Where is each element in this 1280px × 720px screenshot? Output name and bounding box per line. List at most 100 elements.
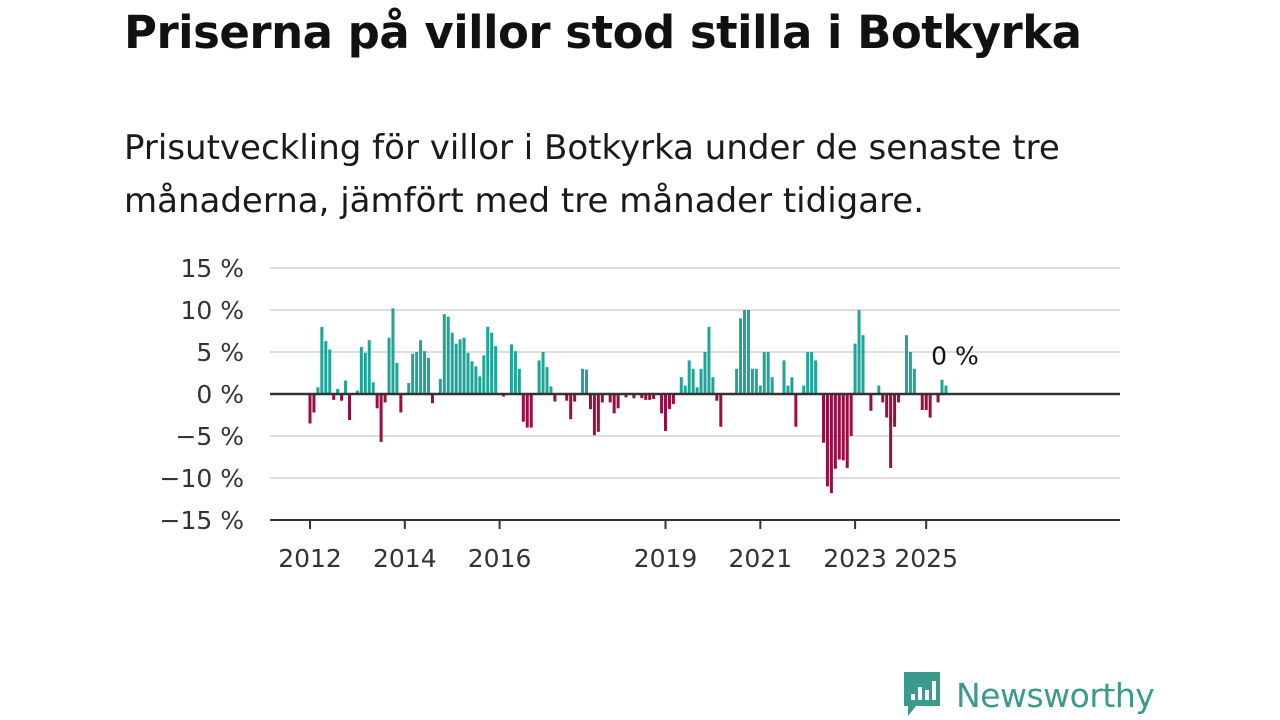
bar — [387, 337, 391, 394]
bar — [703, 352, 707, 394]
bar — [585, 369, 588, 394]
bar — [794, 394, 798, 427]
bar — [904, 335, 908, 394]
bar — [407, 383, 411, 394]
bar — [719, 394, 723, 427]
x-tick-label: 2014 — [373, 544, 437, 573]
bar — [782, 360, 786, 394]
bar — [616, 394, 620, 409]
bar — [423, 351, 427, 394]
bar — [743, 310, 746, 394]
bar — [442, 314, 446, 394]
chart-title: Priserna på villor stod stilla i Botkyrk… — [124, 6, 1082, 59]
bar — [861, 335, 865, 394]
bar — [600, 394, 604, 403]
bar — [889, 394, 893, 468]
bar — [928, 394, 932, 418]
bar — [924, 394, 928, 410]
bar — [371, 382, 375, 394]
bar — [588, 394, 592, 410]
bar — [462, 337, 466, 394]
newsworthy-logo: Newsworthy — [902, 670, 1155, 720]
bar — [841, 394, 845, 461]
bar — [517, 368, 521, 394]
bar — [671, 394, 675, 405]
bar — [683, 385, 687, 394]
bar — [454, 343, 458, 394]
bar — [474, 366, 478, 394]
bar — [458, 339, 462, 394]
bar — [766, 352, 770, 394]
bar — [806, 352, 810, 394]
bar — [438, 378, 442, 394]
bar — [502, 394, 506, 397]
bar — [529, 394, 533, 428]
bar — [814, 360, 818, 394]
x-tick-label: 2016 — [468, 544, 532, 573]
bar — [569, 394, 573, 420]
bar — [897, 394, 901, 403]
bar — [825, 394, 829, 487]
bar — [739, 318, 743, 394]
bar — [466, 352, 470, 394]
axes — [270, 392, 1120, 521]
bar — [845, 394, 849, 468]
bar — [379, 394, 383, 442]
bar — [348, 394, 351, 421]
bar — [790, 377, 794, 394]
bar — [786, 385, 790, 394]
bar — [395, 362, 399, 394]
bar — [312, 394, 316, 413]
price-change-bar-chart: 15 %10 %5 %0 %−5 %−10 %−15 % 2012 2014 201… — [160, 254, 1120, 573]
bar — [427, 357, 430, 394]
x-tick-label: 2023 — [823, 544, 887, 573]
bar — [707, 326, 711, 394]
bar — [711, 377, 715, 394]
bar — [944, 385, 948, 394]
y-axis-tick-labels: 15 % 10 % 5 % 0 % −5 % −10 % −15 % — [160, 254, 244, 535]
y-tick-label: 5 % — [196, 338, 244, 367]
bar — [893, 394, 897, 427]
y-tick-label: −15 % — [160, 506, 244, 535]
bar — [573, 394, 577, 402]
bar — [336, 388, 340, 394]
bar — [735, 368, 739, 394]
newsworthy-logo-icon — [904, 672, 940, 716]
bar — [430, 394, 434, 404]
bar — [920, 394, 924, 410]
x-tick-label: 2025 — [894, 544, 958, 573]
y-tick-label: −10 % — [160, 464, 244, 493]
bar — [624, 394, 628, 398]
bar — [596, 394, 600, 432]
bar — [332, 394, 336, 400]
bar — [837, 394, 841, 460]
bar — [885, 394, 889, 418]
x-tick-label: 2021 — [728, 544, 792, 573]
bar — [750, 368, 754, 394]
bar — [383, 394, 387, 403]
y-tick-label: 0 % — [196, 380, 244, 409]
bar — [940, 379, 944, 394]
x-tick-label: 2012 — [278, 544, 342, 573]
bar — [324, 341, 328, 394]
bar — [320, 326, 324, 394]
bar — [695, 387, 699, 394]
bar — [490, 332, 494, 394]
bar — [746, 310, 750, 394]
bar — [853, 343, 857, 394]
bar — [936, 394, 940, 403]
bar — [513, 351, 517, 394]
y-tick-label: 10 % — [180, 296, 244, 325]
bar — [537, 360, 541, 394]
bar — [632, 394, 636, 399]
bar — [664, 394, 667, 431]
bar — [802, 385, 806, 394]
bar — [667, 394, 671, 410]
bar — [450, 332, 454, 394]
bar — [691, 368, 695, 394]
bar — [758, 385, 762, 394]
bar — [908, 352, 912, 394]
bar — [525, 394, 529, 428]
bar — [494, 346, 498, 394]
bar — [549, 386, 553, 394]
